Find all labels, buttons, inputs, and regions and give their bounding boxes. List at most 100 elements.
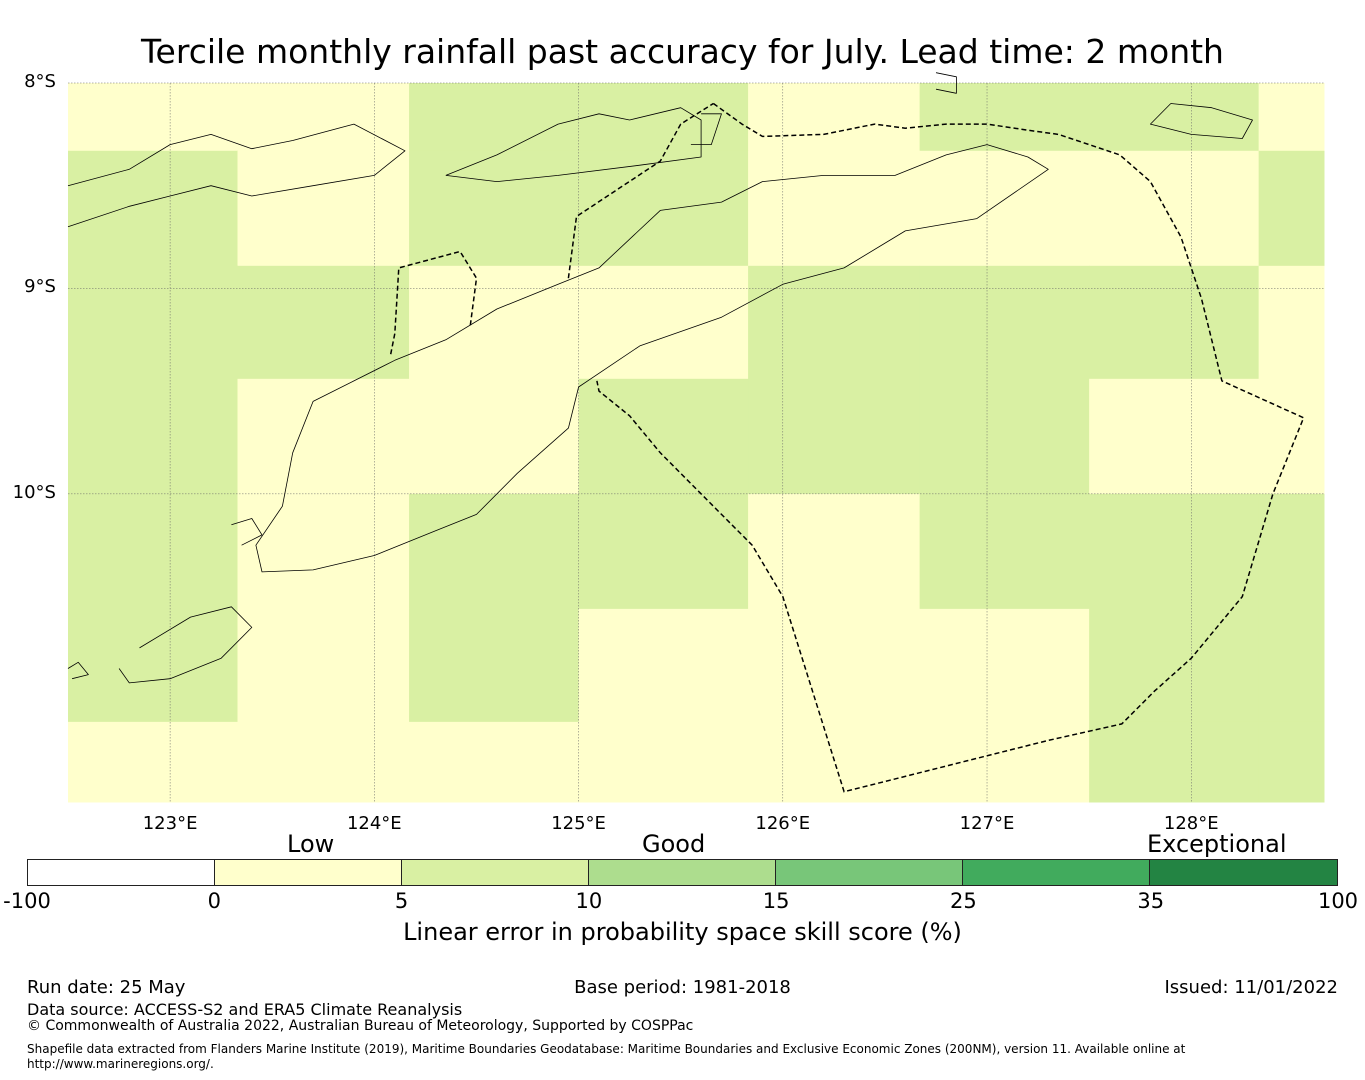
grid-cell (578, 265, 749, 380)
grid-cell (409, 493, 580, 610)
grid-cell (748, 493, 921, 610)
coast-kisar-coastline (690, 113, 722, 146)
grid-cell (409, 721, 580, 803)
skill-grid (68, 83, 1325, 803)
grid-cell (1258, 150, 1325, 267)
colorbar-tick: 15 (762, 889, 790, 913)
maritime-boundaries (389, 102, 1305, 793)
grid-cell (409, 378, 580, 495)
grid-cell (748, 83, 921, 152)
grid-cell (68, 150, 239, 267)
run-date: Run date: 25 May (27, 977, 186, 998)
coast-timor-coastline (255, 144, 1049, 573)
lon-label-128e: 128°E (1163, 813, 1219, 834)
colorbar-segment (1150, 860, 1337, 885)
grid-cell (1089, 265, 1260, 380)
grid-cell (1258, 608, 1325, 723)
colorbar-segment (776, 860, 963, 885)
grid-cell (409, 83, 580, 152)
coast-semau-coastline (231, 518, 263, 546)
colorbar-label: Linear error in probability space skill … (403, 918, 962, 946)
colorbar-tick: -100 (3, 889, 51, 913)
grid-cell (409, 265, 580, 380)
colorbar-segment (28, 860, 215, 885)
grid-cell (1089, 83, 1260, 152)
grid-cell (409, 150, 580, 267)
colorbar-segment (215, 860, 402, 885)
colorbar-tick: 35 (1137, 889, 1165, 913)
grid-cell (748, 608, 921, 723)
grid-cell (748, 378, 921, 495)
issued-date: Issued: 11/01/2022 (1164, 977, 1338, 998)
grid-cell (578, 493, 749, 610)
grid-cell (237, 378, 410, 495)
legend-category-exceptional: Exceptional (1147, 830, 1287, 858)
legend-category-low: Low (287, 830, 335, 858)
colorbar (27, 859, 1338, 886)
grid-cell (578, 608, 749, 723)
oecusse-boundary-line (389, 250, 478, 355)
grid-cell (1258, 721, 1325, 803)
grid-cell (1089, 493, 1260, 610)
coast-babar-coastline (1150, 103, 1253, 139)
lat-label-9s: 9°S (24, 276, 56, 298)
colorbar-tick: 5 (394, 889, 409, 913)
grid-cell (68, 265, 239, 380)
lon-label-126e: 126°E (755, 813, 811, 834)
colorbar-tick: 100 (1317, 889, 1359, 913)
coast-sawu-coastline (67, 661, 89, 680)
grid-cell (1089, 721, 1260, 803)
grid-cell (68, 493, 239, 610)
grid-cell (68, 721, 239, 803)
grid-cell (748, 150, 921, 267)
colorbar-tick: 0 (207, 889, 221, 913)
grid-cell (68, 83, 239, 152)
grid-cell (1089, 378, 1260, 495)
colorbar-tick: 25 (950, 889, 977, 913)
colorbar-segment (963, 860, 1150, 885)
grid-cell (237, 493, 410, 610)
coast-wetar-coastline (935, 72, 957, 94)
grid-cell (1089, 150, 1260, 267)
grid-cell (68, 608, 239, 723)
grid-cell (578, 150, 749, 267)
grid-cell (919, 493, 1090, 610)
timor-north-boundary-line (567, 102, 714, 279)
grid-cell (1258, 493, 1325, 610)
grid-cell (748, 721, 921, 803)
grid-cell (237, 721, 410, 803)
grid-cell (578, 721, 749, 803)
grid-cell (919, 265, 1090, 380)
grid-cell (578, 378, 749, 495)
colorbar-segment (402, 860, 589, 885)
lon-label-123e: 123°E (142, 813, 198, 834)
coast-rote-coastline (118, 606, 253, 684)
coast-alor-coastline (445, 107, 702, 183)
lon-label-124e: 124°E (346, 813, 402, 834)
base-period: Base period: 1981-2018 (574, 977, 791, 998)
grid-cell (237, 608, 410, 723)
grid-cell (1089, 608, 1260, 723)
grid-cell (1258, 378, 1325, 495)
grid-cell (1258, 265, 1325, 380)
grid-cell (1258, 83, 1325, 152)
grid-cell (748, 265, 921, 380)
coast-flores-coastline (67, 123, 406, 228)
grid-cell (919, 150, 1090, 267)
grid-cell (237, 83, 410, 152)
grid-cell (919, 83, 1090, 152)
data-source: Data source: ACCESS-S2 and ERA5 Climate … (27, 1000, 463, 1019)
coastlines (67, 72, 1253, 684)
grid-cell (919, 721, 1090, 803)
grid-cell (919, 378, 1090, 495)
colorbar-tick: 10 (575, 889, 603, 913)
grid-cell (237, 265, 410, 380)
grid-cell (409, 608, 580, 723)
lat-label-8s: 8°S (24, 71, 56, 92)
legend-category-good: Good (642, 830, 706, 858)
grid-cell (68, 378, 239, 495)
lon-label-127e: 127°E (959, 813, 1015, 834)
lat-label-10s: 10°S (12, 481, 56, 503)
copyright-notice: © Commonwealth of Australia 2022, Austra… (27, 1018, 694, 1034)
